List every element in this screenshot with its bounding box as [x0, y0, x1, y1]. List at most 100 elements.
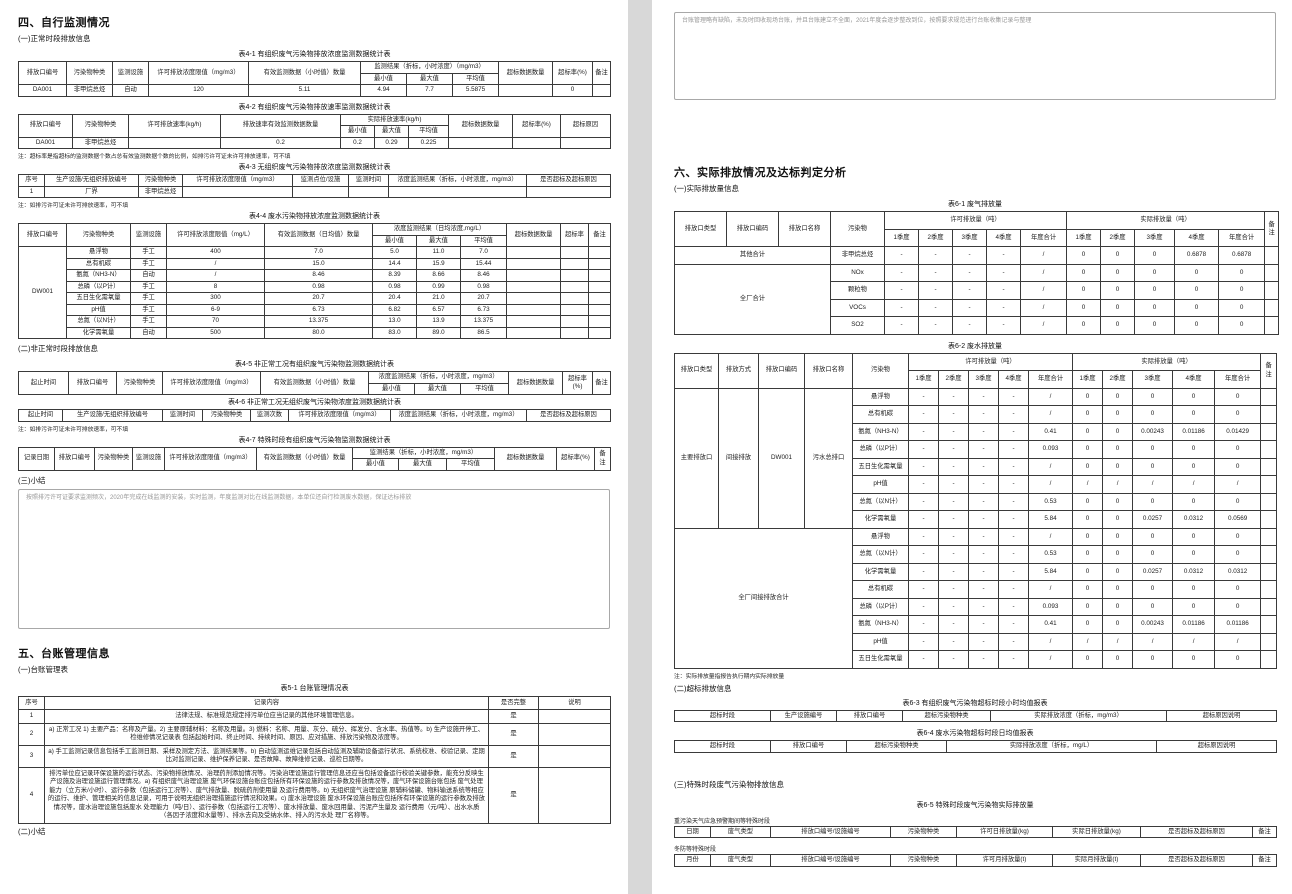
cell: 备注 — [592, 371, 612, 395]
section5-sub2: (二)小结 — [18, 826, 46, 836]
table-4-7: 记录日期 排放口编号 污染物种类 监测设施 许可排放浓度限值（mg/m3） 有效监测数据（… — [18, 446, 611, 471]
cell: 0 — [1174, 298, 1220, 317]
cell — [560, 315, 590, 328]
cell: 是 — [488, 722, 539, 746]
cell: 备注 — [592, 61, 612, 85]
cell: 0 — [1072, 580, 1104, 599]
cell — [1264, 298, 1280, 317]
cell: / — [1102, 475, 1134, 494]
cell: 2季度 — [918, 228, 953, 247]
cell: 0 — [1134, 281, 1176, 300]
cell: 实际月排放量(t) — [1052, 854, 1141, 867]
cell: - — [968, 632, 999, 651]
cell: 3季度 — [952, 228, 987, 247]
cell: - — [986, 281, 1021, 300]
cell: 实际排放浓度（折标，mg/m3） — [990, 709, 1167, 722]
cell: 起止时间 — [18, 409, 63, 422]
table-6-5-daily-label: 重污染天气应急预警期间等特殊时段 — [674, 818, 771, 825]
cell: - — [908, 475, 939, 494]
table-row: DA001 非甲烷总烃 0.2 0.2 0.29 0.225 — [18, 136, 612, 149]
cell: 污染物种类 — [94, 446, 133, 471]
table-4-6: 起止时间 生产设施/无组织排放编号 监测时间 污染物种类 监测次数 许可排放浓度限值（mg… — [18, 409, 611, 422]
cell: 有效监测数据（日均值）数量 — [264, 223, 373, 247]
cell: - — [968, 422, 999, 441]
cell: 0.01429 — [1214, 422, 1262, 441]
cell — [1260, 405, 1278, 424]
cell: 3季度 — [968, 370, 999, 389]
cell — [588, 280, 612, 293]
cell: 浓度监测结果（折标，小时浓度，mg/m3） — [367, 371, 510, 384]
cell: 0 — [1072, 405, 1104, 424]
section4-sub2: (二)非正常时段排放信息 — [18, 344, 98, 353]
cell: 86.5 — [459, 326, 508, 339]
cell: 浓度监测结果（日均浓度,mg/L） — [371, 223, 508, 236]
cell — [506, 326, 562, 339]
cell: - — [968, 457, 999, 476]
cell: - — [938, 632, 969, 651]
table-row: 超标时段 生产设施编号 排放口编号 超标污染物种类 实际排放浓度（折标，mg/m3） 超标… — [674, 709, 1277, 722]
cell: 0 — [1218, 316, 1266, 335]
cell: 0 — [1172, 492, 1216, 511]
cell — [506, 315, 562, 328]
cell: 悬浮物 — [852, 527, 909, 546]
cell: 手工 — [130, 280, 167, 293]
cell: - — [908, 405, 939, 424]
cell: - — [938, 597, 969, 616]
cell: - — [938, 650, 969, 669]
cell: 4季度 — [998, 370, 1029, 389]
cell: 6.57 — [416, 303, 461, 316]
cell: - — [968, 492, 999, 511]
cell: 有效监测数据（小时值）数量 — [256, 446, 353, 471]
table-row: 氨氮（NH3-N） - - - -0.41 0 0 0.00243 0.01186 0.01429 — [675, 422, 1278, 441]
cell: - — [938, 615, 969, 634]
cell: 6-9 — [166, 303, 265, 316]
cell: 实际排放量（吨） — [1072, 352, 1262, 371]
cell: 80.0 — [264, 326, 373, 339]
cell: 0 — [1132, 527, 1174, 546]
cell: 排放口编号 — [770, 740, 847, 753]
cell: 1 — [18, 709, 45, 724]
cell: - — [986, 246, 1021, 265]
cell: - — [884, 316, 919, 335]
cell: 排放口编号 — [68, 371, 117, 395]
table-6-2: 排放口类型 排放方式 排放口编码 排放口名称 污染物 许可排放量（吨） 实际排放量（吨） 备注… — [674, 352, 1278, 669]
cell: 法律法规、标准规范规定排污单位应当记录的其他环境管理信息。 — [44, 709, 489, 724]
cell: - — [968, 545, 999, 564]
cell: 0 — [1102, 650, 1134, 669]
cell: 0.6878 — [1218, 246, 1266, 265]
cell: / — [1019, 263, 1068, 282]
note-4-2: 注：超标率是指超标的监测数据个数占总有效监测数据个数的比例，如排污许可证未许可排… — [18, 154, 291, 160]
cell — [560, 326, 590, 339]
cell — [1264, 281, 1280, 300]
cell: 许可排放量（吨） — [883, 211, 1068, 230]
table-caption-6-2: 表6-2 废水排放量 — [947, 342, 1003, 350]
table-row: 月份 废气类型 排放口编号/设施编号 污染物种类 许可月排放量(t) 实际月排放量(t) 是… — [674, 854, 1277, 867]
section6-sub2: (二)超标排放信息 — [674, 683, 732, 693]
cell: 70 — [166, 315, 265, 328]
cell: 0 — [1102, 597, 1134, 616]
cell — [560, 303, 590, 316]
cell: 3季度 — [1134, 228, 1176, 247]
cell: 1季度 — [1072, 370, 1104, 389]
cell: 6.73 — [264, 303, 373, 316]
cell: / — [1027, 580, 1074, 599]
cell: 记录内容 — [44, 695, 489, 710]
cell — [506, 269, 562, 282]
cell: / — [1019, 246, 1068, 265]
cell: 0 — [1072, 510, 1104, 529]
cell: 5.84 — [1027, 510, 1074, 529]
cell: 0.01186 — [1172, 422, 1216, 441]
page-left: 四、自行监测情况 (一)正常时段排放信息 表4-1 有组织废气污染物排放浓度监测… — [0, 0, 628, 894]
cell: 0 — [1102, 580, 1134, 599]
cell: 8.66 — [416, 269, 461, 282]
cell: 年度合计 — [1027, 370, 1074, 389]
cell: 排放速率有效监测数据数量 — [220, 113, 341, 138]
cell: 是 — [488, 744, 539, 768]
cell: 4 — [18, 766, 45, 824]
cell: 0.0312 — [1172, 562, 1216, 581]
cell: 自动 — [130, 326, 167, 339]
note-4-6: 注：如排污许可证未许可排放速率，可不填 — [18, 426, 129, 433]
cell: - — [938, 527, 969, 546]
cell: 超标原因说明 — [1156, 740, 1277, 753]
table-row: pH值 手工 6-9 6.73 6.82 6.57 6.73 — [19, 303, 612, 316]
